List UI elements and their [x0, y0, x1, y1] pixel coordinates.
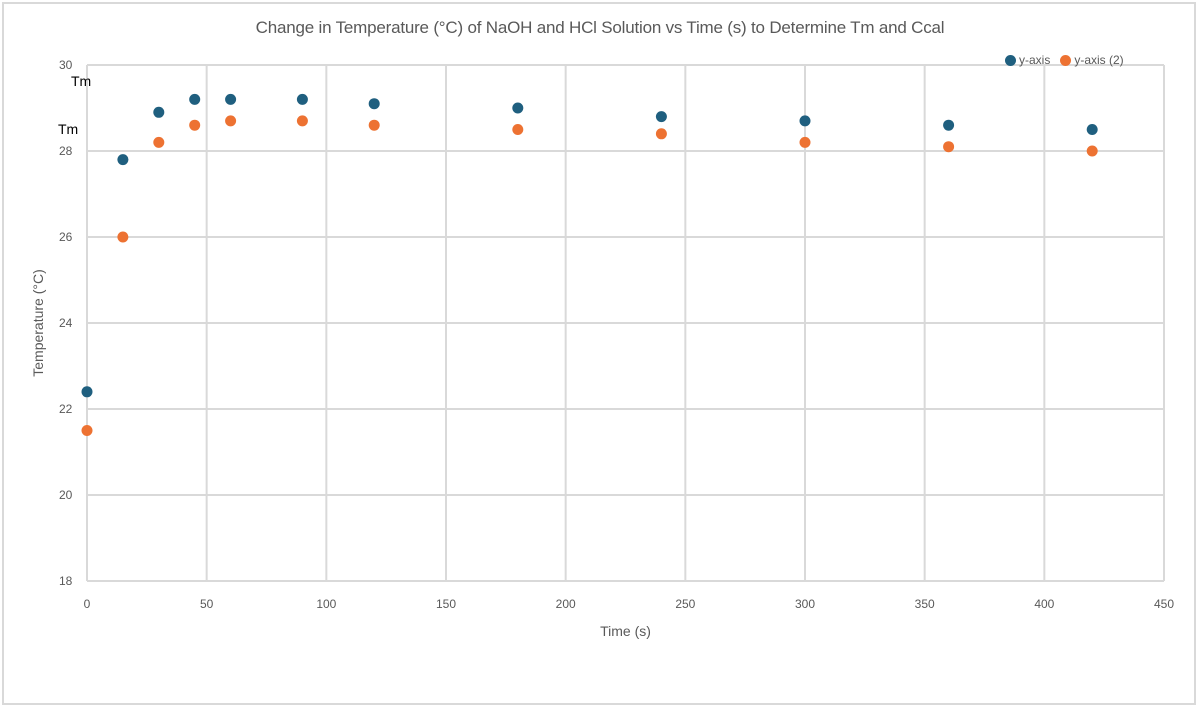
data-point-series-1 [368, 98, 380, 110]
x-axis-title: Time (s) [600, 623, 651, 639]
data-point-series-1 [512, 102, 524, 114]
chart-title: Change in Temperature (°C) of NaOH and H… [255, 18, 945, 37]
data-point-series-2 [368, 119, 380, 131]
x-tick-label: 450 [1154, 597, 1174, 611]
data-point-series-1 [1086, 124, 1098, 135]
data-point-series-1 [943, 119, 955, 131]
legend-item-series-1: y-axis [1005, 53, 1050, 67]
data-point-series-2 [1086, 145, 1098, 157]
data-point-series-1 [153, 106, 165, 118]
y-tick-label: 18 [59, 574, 73, 588]
data-point-series-2 [81, 425, 93, 436]
data-point-series-2 [799, 136, 811, 148]
legend: y-axis y-axis (2) [1005, 53, 1124, 67]
data-point-series-1 [81, 386, 93, 398]
y-tick-label: 22 [59, 402, 73, 416]
x-tick-label: 250 [675, 597, 695, 611]
y-tick-label: 26 [59, 230, 73, 244]
data-point-series-1 [189, 93, 201, 105]
y-tick-label: 28 [59, 144, 73, 158]
y-tick-label: 20 [59, 488, 73, 502]
legend-item-series-2: y-axis (2) [1060, 53, 1124, 67]
data-point-series-1 [225, 93, 237, 105]
legend-marker-icon [1005, 54, 1016, 66]
x-tick-label: 100 [316, 597, 336, 611]
y-tick-label: 30 [59, 58, 73, 72]
x-tick-label: 150 [436, 597, 456, 611]
legend-label: y-axis [1019, 53, 1051, 67]
data-point-series-2 [296, 115, 308, 127]
x-tick-label: 50 [200, 597, 214, 611]
data-point-series-2 [153, 136, 165, 148]
annotation-tm: Tm [71, 73, 91, 89]
data-point-series-1 [655, 111, 667, 123]
data-point-series-2 [189, 119, 201, 131]
data-point-series-1 [296, 93, 308, 105]
y-tick-label: 24 [59, 316, 73, 330]
legend-label: y-axis (2) [1074, 53, 1124, 67]
data-point-series-2 [225, 115, 237, 127]
annotation-tm: Tm [58, 121, 78, 137]
data-point-series-2 [943, 141, 955, 153]
data-point-series-2 [117, 231, 129, 243]
x-tick-label: 200 [556, 597, 576, 611]
data-point-series-1 [117, 154, 129, 166]
x-tick-label: 300 [795, 597, 815, 611]
x-tick-label: 350 [915, 597, 935, 611]
x-tick-label: 0 [84, 597, 91, 611]
data-point-series-2 [512, 124, 524, 135]
y-axis-title: Temperature (°C) [30, 269, 46, 377]
data-point-series-2 [655, 128, 667, 140]
legend-marker-icon [1060, 54, 1072, 66]
x-tick-label: 400 [1034, 597, 1054, 611]
data-point-series-1 [799, 115, 811, 127]
